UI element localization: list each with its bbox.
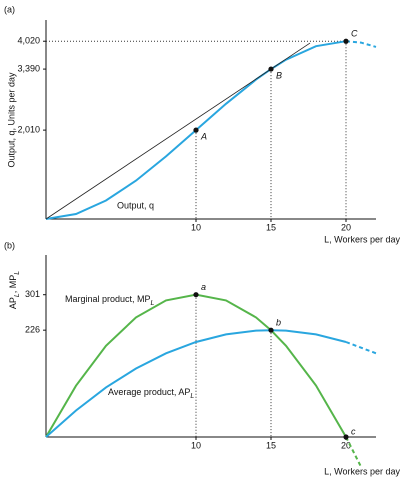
y-axis-label: Output, q, Units per day <box>6 72 16 168</box>
series-label-part: Average product, AP <box>108 387 190 397</box>
point <box>193 127 199 133</box>
y-axis-label-part: L <box>14 271 21 275</box>
y-tick-label: 301 <box>25 289 40 299</box>
y-tick-label: 226 <box>25 325 40 335</box>
point <box>193 292 199 298</box>
x-tick-label: 10 <box>191 222 201 232</box>
x-tick-label: 20 <box>341 440 351 450</box>
series-label-part: L <box>151 300 155 307</box>
series-label: Average product, APL <box>108 387 194 400</box>
y-tick-label: 3,390 <box>17 63 40 73</box>
y-axis-label-part: , MP <box>8 275 18 294</box>
x-axis-label: L, Workers per day <box>324 234 400 244</box>
y-tick-label: 4,020 <box>17 36 40 46</box>
x-axis-label: L, Workers per day <box>324 466 400 476</box>
line-dashed <box>345 341 377 355</box>
series-label: Output, q <box>117 200 154 210</box>
point-label: A <box>200 131 207 141</box>
point-label: a <box>201 282 206 292</box>
series-label-part: Marginal product, MP <box>65 294 151 304</box>
series-label-part: L <box>190 393 194 400</box>
line-dashed <box>345 40 377 48</box>
panel-label: (a) <box>4 4 15 14</box>
line-dashed <box>345 436 362 468</box>
series-label: Marginal product, MPL <box>65 294 155 307</box>
point <box>268 66 274 72</box>
y-axis-label-part: L <box>14 293 21 297</box>
x-tick-label: 15 <box>266 222 276 232</box>
point <box>268 327 274 333</box>
y-axis-label-part: AP <box>8 297 18 309</box>
line <box>45 40 347 220</box>
panel-label: (b) <box>4 240 15 250</box>
point <box>343 38 349 44</box>
x-tick-label: 15 <box>266 440 276 450</box>
point-label: B <box>276 70 282 80</box>
y-axis-label: APL, MPL <box>8 271 21 309</box>
point-label: b <box>276 318 281 328</box>
line <box>45 42 311 220</box>
line <box>45 329 347 438</box>
point <box>343 434 349 440</box>
x-tick-label: 10 <box>191 440 201 450</box>
point-label: c <box>351 426 356 436</box>
point-label: C <box>351 29 358 39</box>
y-tick-label: 2,010 <box>17 124 40 134</box>
x-tick-label: 20 <box>341 222 351 232</box>
line <box>45 293 347 438</box>
